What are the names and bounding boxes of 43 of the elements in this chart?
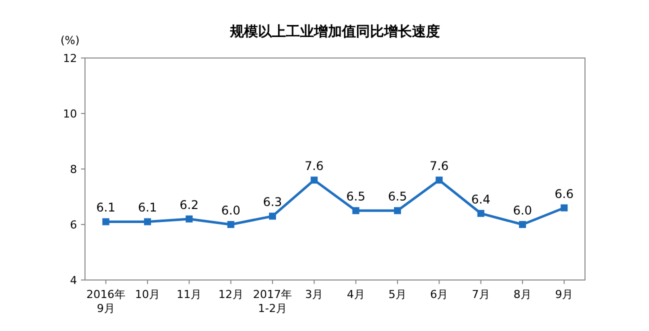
data-label: 7.6 — [304, 159, 324, 174]
data-label: 6.5 — [346, 190, 366, 204]
point — [436, 176, 443, 184]
data-label: 7.6 — [430, 159, 449, 174]
data-label: 6.6 — [554, 186, 574, 201]
x-tick-label: 5月 — [388, 288, 406, 301]
data-label: 6.5 — [388, 190, 408, 204]
point — [394, 207, 401, 214]
data-label: 6.1 — [96, 200, 116, 215]
point — [144, 218, 151, 226]
data-label: 6.3 — [262, 195, 282, 210]
x-tick-label: 11月 — [176, 288, 202, 301]
point — [477, 210, 484, 217]
point — [560, 204, 568, 212]
x-tick-label: 8月 — [514, 288, 532, 301]
x-tick-label: 4月 — [346, 288, 365, 301]
point — [519, 221, 526, 228]
chart-title: 规模以上工业增加值同比增长速度 — [229, 23, 440, 40]
x-tick-label: 7月 — [472, 288, 490, 301]
point — [310, 176, 318, 184]
data-label: 6.0 — [512, 204, 532, 218]
y-tick-label: 6 — [70, 218, 77, 232]
x-tick-label: 6月 — [430, 288, 448, 301]
data-label: 6.0 — [221, 204, 240, 218]
y-tick-label: 10 — [63, 108, 77, 120]
x-tick-label: 3月 — [305, 288, 324, 301]
x-tick-label: 12月 — [218, 288, 244, 301]
data-label: 6.1 — [138, 200, 158, 215]
point — [269, 212, 276, 220]
y-tick-label: 4 — [70, 274, 77, 287]
point — [352, 207, 360, 214]
point — [102, 218, 110, 226]
y-tick-label: 8 — [70, 163, 77, 176]
y-axis-title: (%) — [60, 34, 80, 47]
y-tick-label: 12 — [63, 52, 77, 65]
data-label: 6.2 — [180, 198, 199, 212]
point — [186, 215, 193, 222]
x-tick-label: 2016年 9月 — [86, 288, 126, 315]
x-tick-label: 2017年 1-2月 — [253, 288, 292, 315]
point — [227, 221, 234, 228]
x-tick-label: 10月 — [135, 288, 160, 301]
data-label: 6.4 — [471, 192, 490, 206]
x-tick-label: 9月 — [555, 288, 574, 301]
